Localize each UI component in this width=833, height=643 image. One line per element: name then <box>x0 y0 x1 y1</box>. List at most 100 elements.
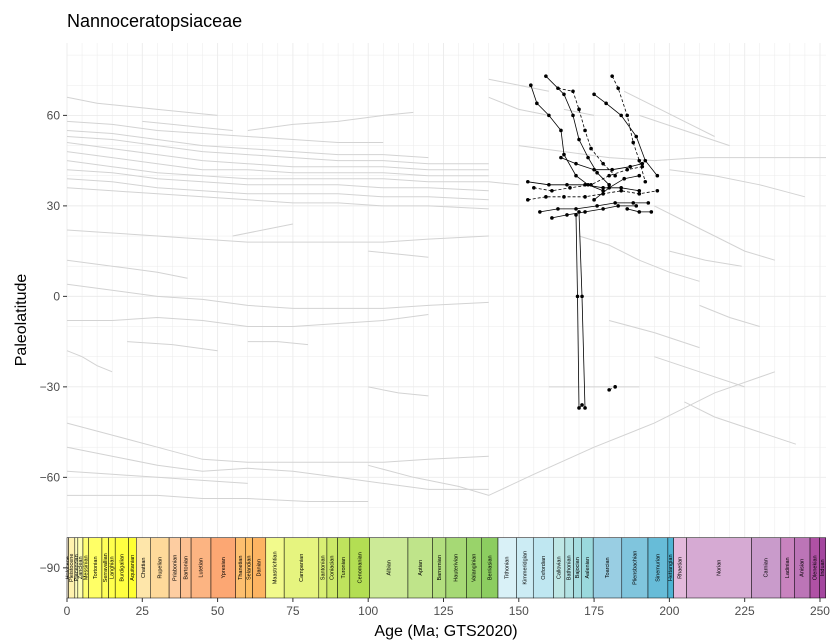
data-point <box>613 201 617 205</box>
data-point <box>637 192 642 196</box>
stage-box <box>369 537 409 599</box>
data-point <box>580 403 584 407</box>
data-point <box>607 388 611 392</box>
data-point <box>562 92 566 97</box>
stage-label: Berriasian <box>487 555 493 580</box>
x-tick-label: 225 <box>735 604 755 618</box>
stage-label: Aptian <box>418 560 424 576</box>
data-point <box>589 146 593 151</box>
background-path <box>232 223 293 237</box>
y-tick-label: 60 <box>47 108 61 122</box>
data-point <box>625 113 630 118</box>
x-tick-label: 100 <box>358 604 378 618</box>
data-point <box>592 167 596 172</box>
data-point <box>640 161 645 166</box>
x-axis-ticks: 0 25 50 75 100 125 150 175 200 225 250 <box>64 598 830 618</box>
chart-title: Nannoceratopsiaceae <box>67 11 242 31</box>
stage-label: Toarcian <box>605 557 611 578</box>
data-point <box>619 185 623 190</box>
data-point <box>613 173 617 178</box>
x-tick-label: 25 <box>136 604 150 618</box>
stage-box <box>819 537 826 599</box>
data-point <box>640 164 645 169</box>
background-path <box>67 494 369 502</box>
x-tick-label: 200 <box>659 604 679 618</box>
stage-label: Bathonian <box>567 555 573 580</box>
data-point <box>637 158 642 163</box>
data-point <box>634 204 639 208</box>
stage-label: Rhaetian <box>678 557 684 579</box>
stage-label: Pleistocene <box>69 554 75 582</box>
background-path <box>142 120 233 131</box>
stage-label: Barremian <box>437 555 443 580</box>
stage-label: Burdigalian <box>119 554 125 582</box>
background-path <box>66 130 429 159</box>
data-point <box>559 128 563 133</box>
stage-label: Turonian <box>341 557 347 579</box>
data-point <box>586 182 590 187</box>
data-point <box>538 210 542 214</box>
background-path <box>247 111 414 131</box>
background-path <box>608 320 700 349</box>
stage-label: Thanetian <box>238 556 244 580</box>
background-path <box>368 250 429 258</box>
data-point <box>616 86 620 91</box>
nannoceratopsiaceae-points <box>526 74 660 410</box>
stage-label: Maastrichtian <box>272 551 278 584</box>
data-point <box>547 182 551 187</box>
x-tick-label: 125 <box>433 604 453 618</box>
taxon-path <box>593 93 658 176</box>
data-point <box>589 182 593 187</box>
x-tick-label: 250 <box>810 604 830 618</box>
data-point <box>562 152 566 157</box>
stage-label: Chattian <box>141 558 147 579</box>
stage-label: Langhian <box>109 556 115 579</box>
stage-label: Callovian <box>557 556 563 579</box>
stage-label: Hettangian <box>668 554 674 581</box>
y-tick-label: −90 <box>40 561 61 575</box>
data-point <box>577 406 581 410</box>
y-tick-label: 0 <box>53 289 60 303</box>
stage-box <box>751 537 782 599</box>
background-path <box>66 151 489 177</box>
data-point <box>544 195 548 199</box>
stage-box <box>621 537 649 599</box>
data-point <box>619 188 623 193</box>
background-path <box>66 120 384 143</box>
stage-label: Anisian <box>800 559 806 577</box>
data-point <box>607 185 611 190</box>
data-point <box>601 185 605 190</box>
background-path <box>66 229 489 243</box>
data-point <box>628 164 633 169</box>
stage-label: Santonian <box>320 555 326 580</box>
x-tick-label: 150 <box>509 604 529 618</box>
data-point <box>568 185 572 190</box>
background-path <box>66 350 113 373</box>
data-point <box>655 188 660 193</box>
background-path <box>66 283 489 309</box>
background-path <box>623 90 715 137</box>
data-point <box>625 167 630 172</box>
stage-label: Zanclean <box>78 556 84 579</box>
stage-label: Priabonian <box>172 555 178 581</box>
data-point <box>601 188 605 193</box>
data-point <box>592 92 596 97</box>
x-tick-label: 50 <box>211 604 225 618</box>
data-point <box>556 86 560 91</box>
background-path <box>563 108 595 116</box>
taxon-path <box>530 85 604 192</box>
taxon-path <box>560 157 643 171</box>
stage-box <box>210 537 236 599</box>
x-tick-label: 75 <box>286 604 300 618</box>
data-point <box>571 113 575 118</box>
background-paleolatitude-lines <box>66 78 826 502</box>
data-point <box>574 161 578 166</box>
data-point <box>577 107 581 112</box>
data-point <box>631 201 636 205</box>
stage-label: Kimmeridgian <box>522 551 528 585</box>
stage-label: Rupelian <box>157 557 163 579</box>
background-path <box>66 169 489 192</box>
taxon-path <box>551 205 637 219</box>
stage-label: Hauterivian <box>454 554 460 582</box>
stage-label: Holocene <box>65 556 71 579</box>
